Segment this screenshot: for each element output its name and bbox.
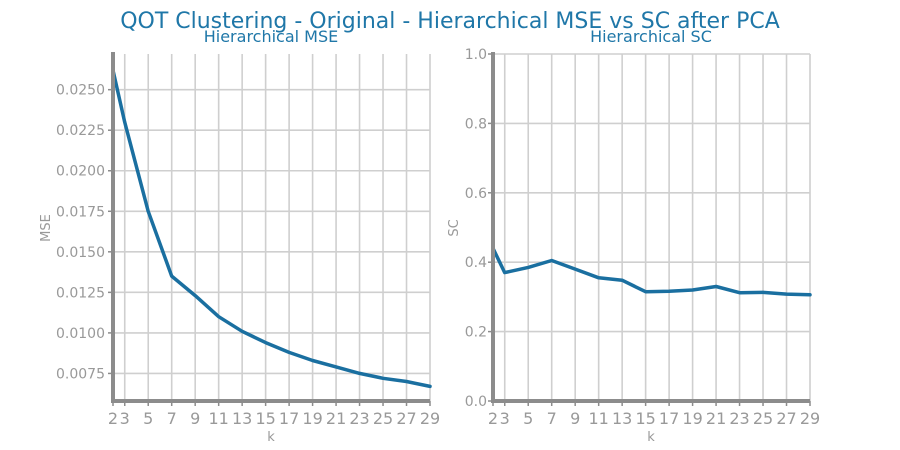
sc-series-line — [491, 246, 812, 297]
mse-x-tick-label: 15 — [255, 409, 275, 428]
mse-y-tick-label: 0.0200 — [56, 164, 105, 180]
mse-series-line — [111, 68, 432, 389]
mse-x-tick-label: 29 — [420, 409, 440, 428]
mse-y-tick-label: 0.0150 — [56, 245, 105, 261]
mse-y-tick-label: 0.0075 — [56, 366, 105, 382]
sc-x-tick-label: 9 — [570, 409, 580, 428]
figure-title: QOT Clustering - Original - Hierarchical… — [120, 9, 780, 34]
sc-y-tick-label: 0.6 — [465, 186, 487, 202]
mse-x-tick-label: 9 — [190, 409, 200, 428]
sc-x-tick-label: 15 — [635, 409, 655, 428]
mse-y-axis-label: MSE — [39, 214, 54, 242]
mse-x-tick-label: 13 — [232, 409, 252, 428]
sc-x-tick-label: 3 — [500, 409, 510, 428]
mse-x-tick-label: 11 — [208, 409, 228, 428]
mse-x-tick-label: 3 — [120, 409, 130, 428]
sc-x-tick-label: 5 — [523, 409, 533, 428]
sc-y-tick-label: 0.2 — [465, 325, 487, 341]
sc-x-tick-label: 29 — [800, 409, 820, 428]
mse-x-tick-label: 5 — [143, 409, 153, 428]
sc-y-axis-label: SC — [447, 219, 462, 236]
sc-y-tick-label: 0.4 — [465, 255, 487, 271]
mse-x-tick-label: 27 — [396, 409, 416, 428]
sc-x-tick-label: 21 — [706, 409, 726, 428]
mse-x-tick-label: 19 — [302, 409, 322, 428]
mse-chart-title: Hierarchical MSE — [204, 27, 339, 46]
sc-x-tick-label: 7 — [547, 409, 557, 428]
sc-x-tick-label: 17 — [659, 409, 679, 428]
sc-x-tick-label: 19 — [682, 409, 702, 428]
mse-x-tick-label: 17 — [279, 409, 299, 428]
sc-chart-title: Hierarchical SC — [590, 27, 712, 46]
sc-y-tick-label: 1.0 — [465, 47, 487, 63]
sc-y-tick-label: 0.0 — [465, 394, 487, 410]
mse-x-tick-label: 7 — [167, 409, 177, 428]
mse-x-axis-label: k — [267, 430, 275, 445]
sc-y-tick-label: 0.8 — [465, 116, 487, 132]
mse-y-tick-label: 0.0100 — [56, 326, 105, 342]
mse-y-tick-label: 0.0225 — [56, 123, 105, 139]
sc-chart-panel: Hierarchical SC k SC 2 3 5 7 9 11 13 15 17 19 21 23… — [447, 27, 820, 445]
mse-y-tick-label: 0.0125 — [56, 285, 105, 301]
mse-y-tick-label: 0.0250 — [56, 83, 105, 99]
mse-x-tick-label: 2 — [108, 409, 118, 428]
sc-x-tick-label: 27 — [776, 409, 796, 428]
mse-chart-panel: Hierarchical MSE k MSE 2 3 5 7 9 11 13 15 17 19 21… — [39, 27, 440, 445]
mse-x-tick-label: 23 — [349, 409, 369, 428]
sc-x-tick-label: 25 — [753, 409, 773, 428]
sc-x-tick-label: 2 — [488, 409, 498, 428]
mse-y-tick-label: 0.0175 — [56, 204, 105, 220]
sc-x-tick-label: 11 — [588, 409, 608, 428]
mse-x-tick-label: 25 — [373, 409, 393, 428]
sc-x-tick-label: 23 — [729, 409, 749, 428]
sc-x-tick-label: 13 — [612, 409, 632, 428]
sc-x-axis-label: k — [647, 430, 655, 445]
mse-x-tick-label: 21 — [326, 409, 346, 428]
